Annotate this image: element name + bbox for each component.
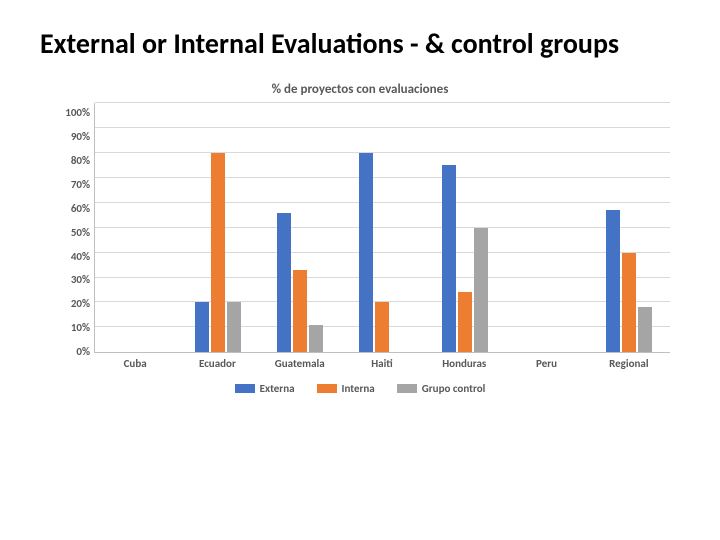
bar-group [177, 103, 259, 352]
bar-group [95, 103, 177, 352]
bar [442, 165, 456, 352]
x-tick-label: Haiti [341, 353, 423, 370]
y-tick-label: 30% [71, 274, 90, 285]
y-tick-label: 90% [71, 131, 90, 142]
legend-item: Interna [317, 382, 375, 395]
bar-group [506, 103, 588, 352]
y-axis: 100%90%80%70%60%50%40%30%20%10%0% [50, 103, 94, 353]
bar [277, 213, 291, 352]
bar [458, 292, 472, 352]
y-tick-label: 10% [71, 322, 90, 333]
bar-group [259, 103, 341, 352]
legend-item: Externa [235, 382, 295, 395]
x-tick-label: Regional [588, 353, 670, 370]
bar-group [424, 103, 506, 352]
bar [474, 228, 488, 353]
legend-swatch [317, 384, 337, 393]
bar-group [588, 103, 670, 352]
bar [195, 302, 209, 352]
chart-title: % de proyectos con evaluaciones [50, 82, 670, 97]
x-tick-label: Ecuador [176, 353, 258, 370]
bar [375, 302, 389, 352]
y-tick-label: 40% [71, 251, 90, 262]
plot [94, 103, 670, 353]
legend-swatch [235, 384, 255, 393]
bar-group [341, 103, 423, 352]
x-axis: CubaEcuadorGuatemalaHaitiHondurasPeruReg… [94, 353, 670, 370]
bar [638, 307, 652, 352]
bar [211, 153, 225, 352]
page-title: External or Internal Evaluations - & con… [40, 28, 680, 60]
x-tick-label: Honduras [423, 353, 505, 370]
legend-label: Externa [260, 382, 295, 395]
y-tick-label: 100% [65, 107, 90, 118]
x-tick-label: Cuba [94, 353, 176, 370]
x-tick-label: Guatemala [259, 353, 341, 370]
legend-item: Grupo control [397, 382, 486, 395]
legend-label: Grupo control [422, 382, 486, 395]
bar-groups [95, 103, 670, 352]
bar [359, 153, 373, 352]
legend-label: Interna [342, 382, 375, 395]
y-tick-label: 20% [71, 298, 90, 309]
bar [309, 325, 323, 352]
x-tick-label: Peru [505, 353, 587, 370]
legend-swatch [397, 384, 417, 393]
y-tick-label: 70% [71, 179, 90, 190]
legend: Externa Interna Grupo control [50, 382, 670, 395]
y-tick-label: 50% [71, 227, 90, 238]
slide: External or Internal Evaluations - & con… [0, 0, 720, 540]
y-tick-label: 0% [76, 346, 90, 357]
bar [622, 253, 636, 353]
bar [227, 302, 241, 352]
y-tick-label: 80% [71, 155, 90, 166]
bar [606, 210, 620, 352]
y-tick-label: 60% [71, 203, 90, 214]
chart: % de proyectos con evaluaciones 100% 90% 8… [50, 82, 670, 395]
chart-area: 100%90%80%70%60%50%40%30%20%10%0% [50, 103, 670, 353]
bar [293, 270, 307, 352]
